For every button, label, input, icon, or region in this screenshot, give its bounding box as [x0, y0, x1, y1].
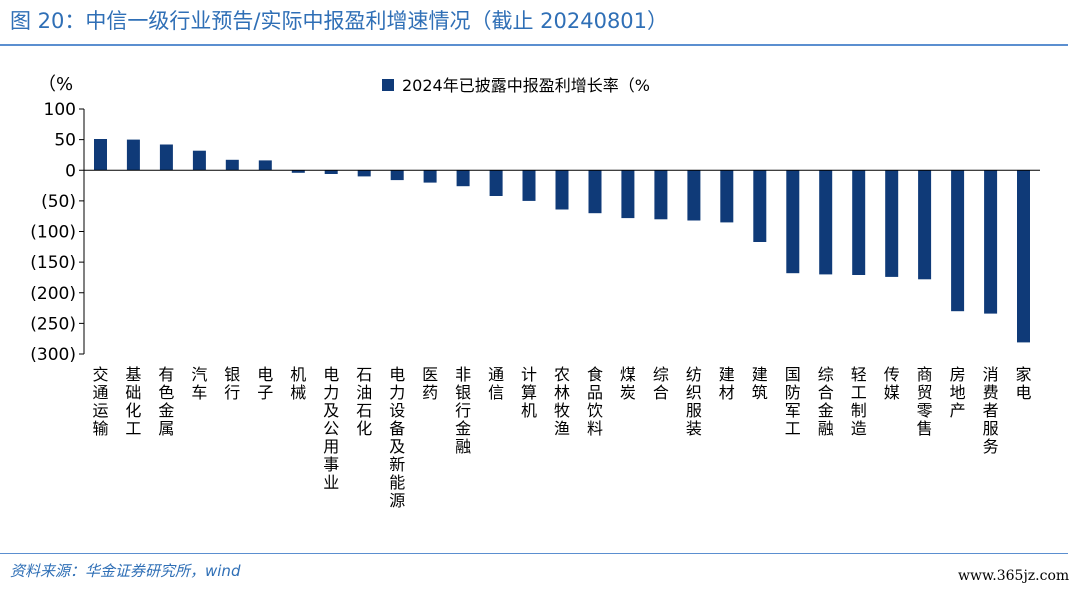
bar	[159, 144, 173, 171]
x-tick-label: 有色金属	[158, 365, 174, 438]
y-tick-label: (100)	[30, 223, 76, 243]
x-tick-label: 计算机	[521, 365, 537, 420]
bar	[291, 170, 305, 173]
x-tick-label: 电子	[257, 365, 273, 402]
x-tick-label: 非银行金融	[455, 365, 471, 456]
bar	[819, 170, 833, 275]
figure-title: 图 20：中信一级行业预告/实际中报盈利增速情况（截止 20240801）	[10, 9, 669, 33]
y-tick-label: (150)	[30, 253, 76, 273]
x-tick-label: 汽车	[191, 365, 207, 402]
bar	[94, 139, 107, 171]
bar	[687, 170, 701, 221]
bar	[456, 170, 470, 187]
bar	[489, 170, 503, 196]
x-tick-label: 农林牧渔	[554, 365, 570, 438]
legend: 2024年已披露中报盈利增长率（%	[382, 76, 650, 95]
y-axis: 100 50 0 (50) (100) (150) (200) (250) (300)	[30, 100, 85, 365]
y-tick-label: 0	[65, 161, 76, 181]
x-tick-label: 国防军工	[785, 365, 801, 438]
y-unit-label: （%	[38, 74, 73, 95]
x-tick-label: 房地产	[950, 365, 966, 420]
title-rule	[0, 44, 1068, 46]
x-tick-label: 综合	[653, 365, 669, 402]
x-tick-label: 纺织服装	[686, 365, 702, 438]
x-tick-label: 交通运输	[92, 365, 108, 438]
y-tick-label: (250)	[30, 314, 76, 334]
y-tick-label: 50	[54, 131, 76, 151]
bar	[720, 170, 734, 223]
bar	[984, 170, 998, 314]
x-tick-label: 建筑	[752, 365, 768, 402]
x-tick-label: 食品饮料	[587, 365, 603, 438]
x-tick-label: 商贸零售	[917, 365, 933, 438]
y-tick-label: (300)	[30, 345, 76, 365]
x-tick-label: 轻工制造	[851, 365, 867, 438]
bar	[918, 170, 932, 280]
bar	[258, 160, 272, 171]
x-tick-label: 建材	[719, 365, 735, 402]
x-tick-label: 电力及公用事业	[323, 365, 339, 492]
x-tick-label: 石油石化	[356, 365, 372, 438]
bar	[126, 139, 140, 171]
x-tick-label: 煤炭	[620, 365, 636, 402]
bar	[390, 170, 404, 181]
bar	[423, 170, 437, 183]
bar	[654, 170, 668, 220]
x-tick-label: 传媒	[884, 365, 900, 402]
source-note: 资料来源：华金证券研究所，wind	[10, 562, 241, 580]
bar	[951, 170, 965, 312]
bar	[522, 170, 536, 201]
y-tick-label: (200)	[30, 284, 76, 304]
bar-chart: 100 50 0 (50) (100) (150) (200) (250) (300) 交通运输…	[30, 74, 1040, 510]
legend-swatch	[382, 79, 394, 91]
bar	[357, 170, 371, 177]
bar	[555, 170, 569, 210]
x-tick-label: 通信	[488, 365, 504, 402]
bar	[324, 170, 338, 174]
x-tick-label: 医药	[422, 365, 438, 402]
x-tick-label: 家电	[1015, 365, 1031, 402]
legend-label: 2024年已披露中报盈利增长率（%	[402, 76, 650, 95]
y-tick-label: (50)	[41, 192, 76, 212]
x-tick-label: 银行	[224, 365, 240, 402]
bar	[885, 170, 899, 277]
bar	[1017, 170, 1030, 343]
x-tick-label: 电力设备及新能源	[389, 365, 405, 510]
bar	[852, 170, 866, 275]
bars	[94, 139, 1030, 343]
x-tick-label: 基础化工	[125, 365, 141, 438]
x-tick-label: 综合金融	[818, 365, 834, 438]
bar	[588, 170, 602, 214]
footer-rule	[0, 553, 1068, 554]
bar	[753, 170, 767, 242]
x-tick-label: 消费者服务	[983, 365, 999, 456]
bar	[192, 150, 206, 171]
bar	[621, 170, 635, 219]
watermark: www.365jz.com	[958, 568, 1070, 584]
bar	[225, 159, 239, 171]
bar	[786, 170, 800, 274]
y-tick-label: 100	[44, 100, 76, 120]
x-tick-label: 机械	[290, 365, 306, 402]
